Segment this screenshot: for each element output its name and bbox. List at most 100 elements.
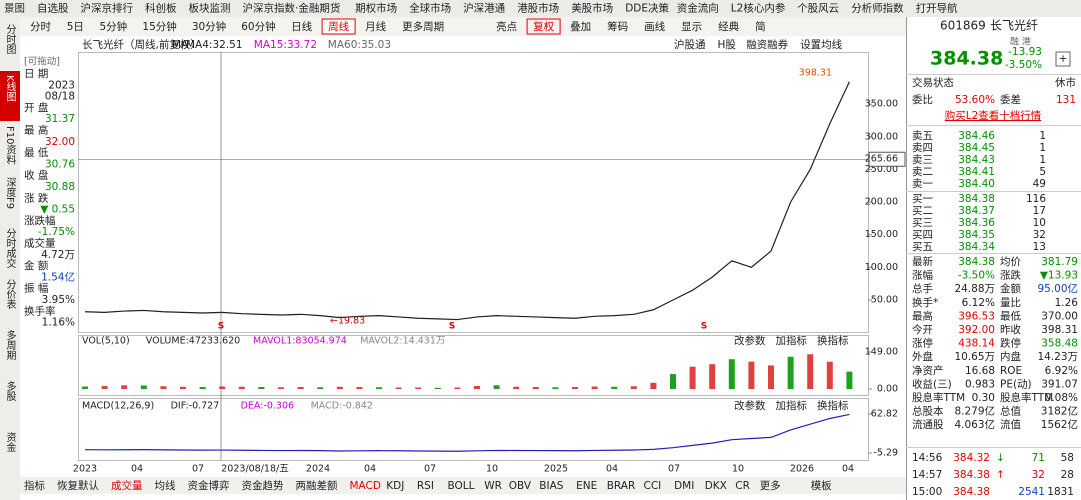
menu-item[interactable]: 沪深港通 — [463, 2, 505, 15]
toolbar-item[interactable]: 日线 — [291, 20, 312, 33]
stock-code: 601869 — [940, 19, 986, 33]
left-tab[interactable]: 多股 — [4, 380, 16, 402]
menu-item[interactable]: 分析师指数 — [851, 2, 904, 15]
info-label: 涨 跌 — [24, 191, 49, 204]
left-tab[interactable]: 分价表 — [4, 279, 16, 310]
menu-item[interactable]: 沪深京指数·金融期货 — [243, 2, 341, 15]
bottom-tab-bar — [20, 477, 906, 494]
left-tab[interactable]: 资金 — [4, 432, 16, 452]
left-tab[interactable]: 深度F9 — [4, 177, 16, 209]
indicator-header: DIF:-0.727 — [171, 401, 220, 412]
tick-volume: 32 — [1032, 469, 1045, 481]
indicator-tool[interactable]: 换指标 — [817, 399, 849, 412]
menu-item[interactable]: L2核心内参 — [731, 2, 786, 15]
left-tab[interactable]: K线图 — [4, 75, 16, 102]
bottom-tab[interactable]: 均线 — [155, 479, 176, 492]
toolbar-item[interactable]: 叠加 — [570, 21, 591, 33]
bottom-tab[interactable]: ENE — [576, 480, 597, 492]
bottom-tab[interactable]: MACD — [350, 480, 381, 492]
toolbar-item[interactable]: 画线 — [644, 20, 665, 33]
toolbar-item[interactable]: 60分钟 — [241, 20, 275, 33]
bottom-tab[interactable]: DMI — [674, 480, 694, 492]
ma-value: MA15:33.72 — [254, 39, 317, 51]
add-button[interactable] — [1055, 51, 1071, 67]
bottom-tab[interactable]: DKX — [705, 480, 727, 492]
volume-bar — [238, 386, 245, 389]
toolbar-item[interactable]: 显示 — [681, 21, 702, 33]
left-tab[interactable]: 分时图 — [4, 24, 16, 55]
bottom-tab[interactable]: BRAR — [607, 480, 636, 492]
menu-item[interactable]: DDE决策 — [625, 2, 669, 15]
volume-bar — [434, 387, 441, 389]
bottom-tab[interactable]: 成交量 — [111, 479, 143, 492]
volume-bar — [395, 387, 402, 389]
tick-volume: 2541 — [1018, 486, 1045, 498]
bottom-tab[interactable]: 资金博弈 — [188, 479, 230, 492]
bottom-tab[interactable]: BIAS — [539, 480, 563, 492]
toolbar-item[interactable]: 5分钟 — [99, 20, 127, 33]
menu-item[interactable]: 期权市场 — [355, 2, 397, 15]
toolbar-item[interactable]: 简 — [755, 20, 766, 33]
volume-bar — [474, 386, 480, 389]
indicator-tool[interactable]: 加指标 — [776, 399, 808, 412]
stat-value: ▼13.93 — [1040, 270, 1078, 282]
tick-time: 14:56 — [912, 452, 943, 464]
menu-item[interactable]: 美股市场 — [571, 2, 613, 15]
bottom-tab[interactable]: 资金趋势 — [242, 479, 284, 492]
toolbar-item[interactable]: 30分钟 — [192, 20, 226, 33]
y-tick-label: -5.29 — [873, 448, 898, 459]
book-price: 384.43 — [958, 154, 995, 166]
menu-item[interactable]: 全球市场 — [409, 2, 451, 15]
toolbar-item[interactable]: 5日 — [67, 21, 84, 33]
book-price: 384.36 — [958, 217, 995, 229]
header-link[interactable]: 融资融券 — [746, 38, 788, 51]
toolbar-item[interactable]: 亮点 — [496, 20, 517, 33]
menu-item[interactable]: 科创板 — [145, 2, 177, 15]
left-tab[interactable]: 多周期 — [4, 329, 16, 361]
indicator-tool[interactable]: 改参数 — [734, 334, 766, 347]
header-link[interactable]: H股 — [718, 39, 737, 51]
indicator-tool[interactable]: 加指标 — [776, 334, 808, 347]
toolbar-item[interactable]: 分时 — [30, 21, 51, 33]
bottom-tab[interactable]: CR — [735, 480, 750, 492]
bottom-tab[interactable]: WR — [484, 480, 502, 492]
menu-item[interactable]: 打开导航 — [916, 2, 958, 15]
bottom-tab[interactable]: OBV — [509, 480, 532, 492]
toolbar-item[interactable]: 更多周期 — [402, 20, 444, 33]
indicator-header: DEA:-0.306 — [241, 401, 294, 412]
menu-item[interactable]: 沪深京排行 — [81, 2, 134, 15]
toolbar-item[interactable]: 筹码 — [607, 20, 628, 33]
left-tab[interactable]: 分时成交 — [4, 228, 16, 269]
bottom-tab[interactable]: 模板 — [811, 479, 832, 492]
toolbar-item[interactable]: 月线 — [365, 20, 386, 33]
bottom-tab[interactable]: RSI — [417, 480, 434, 492]
stat-label: 昨收 — [1000, 323, 1021, 336]
indicator-tool[interactable]: 改参数 — [734, 399, 766, 412]
x-tick-label: 2025 — [544, 464, 568, 475]
left-tab[interactable]: F10资料 — [4, 126, 16, 165]
bottom-tab[interactable]: 恢复默认 — [57, 479, 99, 492]
menu-item[interactable]: 港股市场 — [517, 2, 559, 15]
menu-item[interactable]: 个股风云 — [797, 3, 839, 15]
y-tick-label: 250.00 — [865, 164, 898, 175]
menu-item[interactable]: 板块监测 — [189, 2, 231, 15]
toolbar-item[interactable]: 经典 — [718, 20, 739, 33]
bottom-tab[interactable]: 指标 — [24, 479, 45, 492]
menu-item[interactable]: 景图 — [4, 3, 25, 15]
menu-item[interactable]: 自选股 — [37, 2, 69, 15]
indicator-tool[interactable]: 换指标 — [817, 334, 849, 347]
toolbar-item[interactable]: 复权 — [533, 20, 554, 33]
header-link[interactable]: 沪股通 — [674, 38, 706, 51]
bottom-tab[interactable]: KDJ — [386, 480, 404, 492]
menu-item[interactable]: 资金流向 — [677, 2, 719, 15]
l2-link[interactable]: 购买L2查看十档行情 — [945, 109, 1042, 122]
bottom-tab[interactable]: 更多 — [760, 479, 781, 492]
toolbar-item[interactable]: 15分钟 — [142, 20, 176, 33]
volume-bar — [199, 387, 206, 389]
bottom-tab[interactable]: BOLL — [448, 480, 475, 492]
bottom-tab[interactable]: 两融差额 — [296, 479, 338, 492]
toolbar-item[interactable]: 周线 — [328, 20, 349, 33]
header-link[interactable]: 设置均线 — [800, 38, 842, 51]
bottom-tab[interactable]: CCI — [644, 480, 662, 492]
x-tick-label: 07 — [668, 464, 680, 475]
